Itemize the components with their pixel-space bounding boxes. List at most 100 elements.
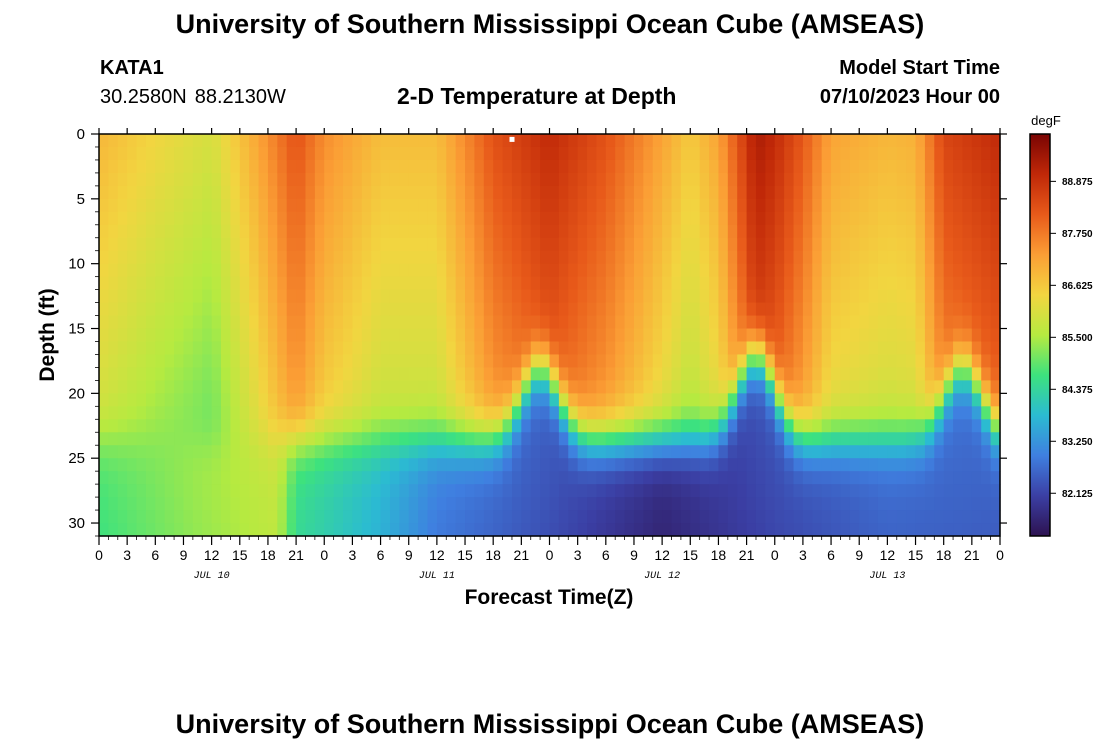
heatmap-cell bbox=[652, 185, 663, 200]
heatmap-cell bbox=[718, 185, 729, 200]
heatmap-cell bbox=[408, 341, 419, 356]
heatmap-cell bbox=[267, 198, 278, 213]
heatmap-cell bbox=[361, 510, 372, 524]
heatmap-cell bbox=[643, 419, 654, 433]
heatmap-cell bbox=[896, 510, 907, 524]
heatmap-cell bbox=[164, 458, 175, 472]
heatmap-cell bbox=[399, 432, 410, 446]
heatmap-cell bbox=[502, 380, 513, 394]
heatmap-cell bbox=[418, 263, 429, 278]
heatmap-cell bbox=[286, 172, 297, 187]
heatmap-cell bbox=[924, 276, 935, 291]
heatmap-cell bbox=[446, 445, 457, 459]
heatmap-cell bbox=[549, 393, 560, 407]
heatmap-cell bbox=[155, 406, 166, 420]
heatmap-cell bbox=[211, 185, 222, 200]
heatmap-cell bbox=[239, 159, 250, 174]
heatmap-cell bbox=[455, 315, 466, 330]
heatmap-cell bbox=[155, 328, 166, 343]
heatmap-cell bbox=[427, 367, 438, 381]
heatmap-cell bbox=[343, 471, 354, 485]
heatmap-cell bbox=[727, 159, 738, 174]
heatmap-cell bbox=[568, 172, 579, 187]
heatmap-cell bbox=[155, 393, 166, 407]
heatmap-cell bbox=[906, 172, 917, 187]
heatmap-cell bbox=[943, 224, 954, 239]
x-tick-label: 0 bbox=[546, 547, 554, 563]
heatmap-cell bbox=[577, 237, 588, 252]
heatmap-cell bbox=[511, 276, 522, 291]
heatmap-cell bbox=[305, 432, 316, 446]
heatmap-cell bbox=[361, 445, 372, 459]
heatmap-cell bbox=[427, 302, 438, 317]
heatmap-cell bbox=[624, 458, 635, 472]
heatmap-cell bbox=[671, 497, 682, 511]
heatmap-cell bbox=[652, 484, 663, 498]
heatmap-cell bbox=[286, 224, 297, 239]
heatmap-cell bbox=[558, 224, 569, 239]
heatmap-cell bbox=[821, 172, 832, 187]
heatmap-cell bbox=[793, 432, 804, 446]
heatmap-cell bbox=[558, 159, 569, 174]
colorbar-tick-label: 87.750 bbox=[1062, 229, 1093, 240]
heatmap-cell bbox=[296, 432, 307, 446]
heatmap-cell bbox=[943, 341, 954, 356]
heatmap-cell bbox=[352, 263, 363, 278]
heatmap-cell bbox=[380, 393, 391, 407]
heatmap-cell bbox=[962, 432, 973, 446]
heatmap-cell bbox=[230, 510, 241, 524]
heatmap-cell bbox=[596, 458, 607, 472]
heatmap-cell bbox=[624, 432, 635, 446]
heatmap-cell bbox=[493, 198, 504, 213]
heatmap-cell bbox=[164, 341, 175, 356]
heatmap-cell bbox=[812, 224, 823, 239]
heatmap-cell bbox=[737, 224, 748, 239]
heatmap-cell bbox=[859, 523, 870, 537]
heatmap-cell bbox=[896, 224, 907, 239]
heatmap-cell bbox=[436, 341, 447, 356]
heatmap-cell bbox=[99, 432, 109, 446]
heatmap-cell bbox=[333, 445, 344, 459]
heatmap-cell bbox=[277, 523, 288, 537]
heatmap-cell bbox=[296, 276, 307, 291]
heatmap-cell bbox=[164, 302, 175, 317]
heatmap-cell bbox=[849, 263, 860, 278]
heatmap-cell bbox=[380, 484, 391, 498]
heatmap-cell bbox=[314, 406, 325, 420]
heatmap-cell bbox=[793, 146, 804, 161]
heatmap-cell bbox=[239, 484, 250, 498]
heatmap-cell bbox=[915, 393, 926, 407]
heatmap-cell bbox=[877, 198, 888, 213]
heatmap-cell bbox=[915, 328, 926, 343]
heatmap-cell bbox=[145, 432, 156, 446]
heatmap-cell bbox=[953, 458, 964, 472]
heatmap-cell bbox=[164, 211, 175, 226]
heatmap-cell bbox=[296, 237, 307, 252]
heatmap-cell bbox=[896, 289, 907, 304]
heatmap-cell bbox=[802, 341, 813, 356]
heatmap-cell bbox=[896, 497, 907, 511]
heatmap-cell bbox=[192, 315, 203, 330]
heatmap-cell bbox=[436, 471, 447, 485]
heatmap-cell bbox=[558, 354, 569, 369]
heatmap-cell bbox=[709, 172, 720, 187]
heatmap-cell bbox=[690, 263, 701, 278]
heatmap-cell bbox=[371, 328, 382, 343]
heatmap-cell bbox=[643, 263, 654, 278]
heatmap-cell bbox=[352, 237, 363, 252]
heatmap-cell bbox=[784, 445, 795, 459]
heatmap-cell bbox=[258, 484, 269, 498]
heatmap-cell bbox=[314, 134, 325, 148]
heatmap-cell bbox=[239, 315, 250, 330]
heatmap-cell bbox=[99, 224, 109, 239]
heatmap-cell bbox=[164, 159, 175, 174]
heatmap-cell bbox=[981, 341, 992, 356]
heatmap-cell bbox=[840, 198, 851, 213]
heatmap-cell bbox=[511, 172, 522, 187]
heatmap-cell bbox=[249, 134, 260, 148]
heatmap-cell bbox=[305, 289, 316, 304]
x-tick-label: 12 bbox=[654, 547, 670, 563]
heatmap-cell bbox=[624, 211, 635, 226]
heatmap-cell bbox=[127, 198, 138, 213]
heatmap-cell bbox=[446, 159, 457, 174]
